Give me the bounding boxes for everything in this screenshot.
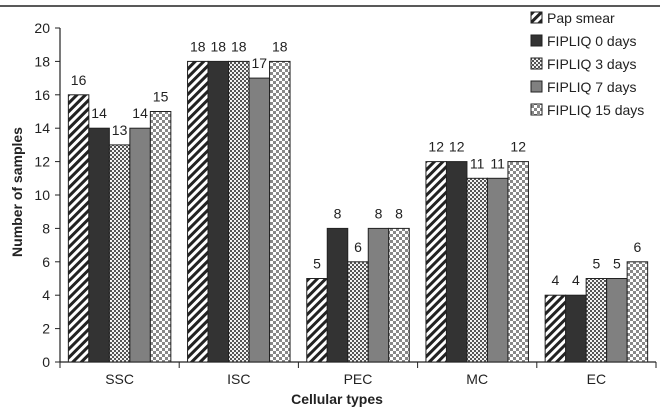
y-axis-title: Number of samples <box>9 127 25 257</box>
y-tick-label: 18 <box>34 53 50 69</box>
bar-pec-series-4 <box>388 227 410 363</box>
data-label: 12 <box>449 139 465 155</box>
legend: Pap smear FIPLIQ 0 days FIPLIQ 3 days FIPLI… <box>530 10 644 118</box>
data-label: 18 <box>272 38 288 54</box>
legend-label: FIPLIQ 7 days <box>547 79 636 95</box>
bar-pec-series-3 <box>367 227 390 363</box>
legend-swatch <box>530 80 543 93</box>
y-tick-label: 0 <box>42 354 50 370</box>
data-label: 8 <box>334 205 342 221</box>
bar-ssc-series-1 <box>88 127 110 363</box>
y-tick-label: 20 <box>34 20 50 36</box>
data-label: 6 <box>354 239 362 255</box>
x-tick-label: MC <box>466 371 488 387</box>
data-label: 14 <box>91 105 107 121</box>
bar-ec-series-0 <box>544 294 567 363</box>
data-label: 4 <box>552 272 560 288</box>
bar-ec-series-3 <box>606 278 628 363</box>
bar-mc-series-0 <box>425 161 447 363</box>
bar-isc-series-0 <box>187 60 209 363</box>
bar-ssc-series-2 <box>108 144 131 363</box>
legend-label: Pap smear <box>547 10 615 26</box>
bar-ec-series-4 <box>626 261 649 363</box>
data-label: 8 <box>395 205 403 221</box>
bar-ssc-series-3 <box>129 127 151 363</box>
data-label: 4 <box>572 272 580 288</box>
y-tick-label: 14 <box>34 120 50 136</box>
y-tick-label: 4 <box>42 287 50 303</box>
x-tick-label: EC <box>587 371 606 387</box>
bar-pec-series-2 <box>347 261 369 363</box>
data-label: 15 <box>153 89 169 105</box>
legend-swatch <box>530 103 543 116</box>
data-label: 14 <box>132 105 148 121</box>
data-label: 13 <box>112 122 128 138</box>
data-label: 6 <box>634 239 642 255</box>
data-label: 17 <box>252 55 268 71</box>
legend-label: FIPLIQ 15 days <box>547 102 644 118</box>
x-tick-label: SSC <box>105 371 134 387</box>
x-tick-label: PEC <box>344 371 373 387</box>
bar-isc-series-3 <box>248 77 271 363</box>
bar-pec-series-1 <box>326 227 349 363</box>
x-tick-label: ISC <box>227 371 250 387</box>
data-label: 5 <box>613 256 621 272</box>
data-label: 5 <box>313 256 321 272</box>
data-label: 18 <box>231 38 247 54</box>
y-tick-label: 16 <box>34 87 50 103</box>
data-label: 12 <box>428 139 444 155</box>
data-label: 5 <box>593 256 601 272</box>
bar-mc-series-3 <box>486 177 509 363</box>
data-label: 18 <box>211 38 227 54</box>
bar-mc-series-1 <box>445 161 468 363</box>
x-axis-title: Cellular types <box>291 391 383 407</box>
data-label: 12 <box>510 139 526 155</box>
data-label: 11 <box>470 155 485 171</box>
y-tick-label: 2 <box>42 321 50 337</box>
legend-swatch <box>530 57 543 70</box>
data-label: 16 <box>71 72 87 88</box>
bar-ec-series-1 <box>565 294 587 363</box>
bar-mc-series-2 <box>466 177 488 363</box>
legend-label: FIPLIQ 0 days <box>547 33 636 49</box>
bar-pec-series-0 <box>306 278 328 363</box>
bar-ec-series-2 <box>585 278 608 363</box>
legend-swatch <box>530 11 543 24</box>
bar-ssc-series-4 <box>149 111 172 363</box>
bar-ssc-series-0 <box>67 94 90 363</box>
y-tick-label: 12 <box>34 154 50 170</box>
data-label: 11 <box>490 155 505 171</box>
data-label: 8 <box>375 205 383 221</box>
legend-label: FIPLIQ 3 days <box>547 56 636 72</box>
bar-isc-series-2 <box>228 60 250 363</box>
bar-isc-series-1 <box>207 60 230 363</box>
y-tick-label: 8 <box>42 220 50 236</box>
y-tick-label: 6 <box>42 254 50 270</box>
data-label: 18 <box>190 38 206 54</box>
bar-isc-series-4 <box>269 60 291 363</box>
y-tick-label: 10 <box>34 187 50 203</box>
bar-mc-series-4 <box>507 161 529 363</box>
legend-swatch <box>530 34 543 47</box>
